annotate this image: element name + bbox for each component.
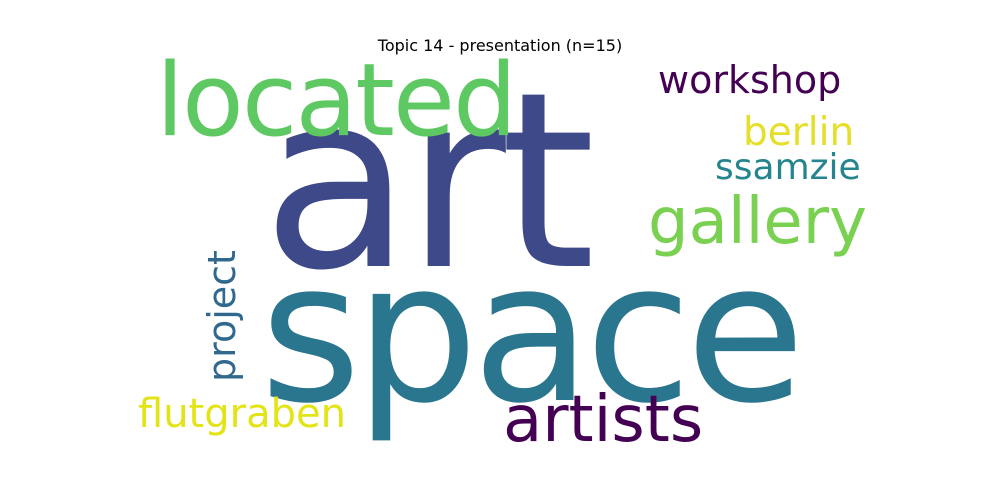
word-space: space [260,220,805,446]
word-ssamzie: ssamzie [715,147,861,188]
word-berlin: berlin [743,110,855,155]
word-gallery: gallery [648,185,867,259]
word-project: project [200,250,244,382]
chart-title: Topic 14 - presentation (n=15) [377,36,623,55]
word-flutgraben: flutgraben [138,391,346,437]
word-artists: artists [503,383,704,457]
word-workshop: workshop [658,58,842,102]
word-located: located [156,41,517,159]
word-art: art [262,40,596,324]
